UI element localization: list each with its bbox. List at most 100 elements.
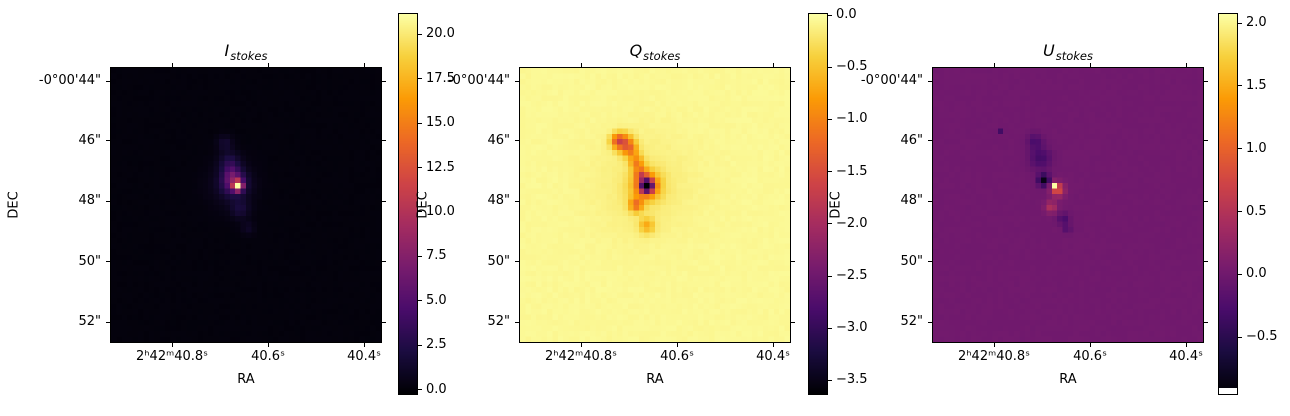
y-axis-tick (928, 321, 932, 323)
y-axis-tick-right (382, 200, 386, 202)
y-tick-label: -0°00'44" (860, 73, 923, 89)
x-axis-tick-top (1089, 63, 1091, 67)
colorbar-tick (418, 33, 422, 35)
colorbar-i-stokes (398, 13, 418, 395)
y-axis-tick (928, 80, 932, 82)
colorbar-tick (418, 78, 422, 80)
y-axis-tick (928, 200, 932, 202)
y-tick-label: 48" (487, 193, 510, 209)
x-tick-label: 2ʰ42ᵐ40.8ˢ (545, 349, 617, 364)
colorbar-tick (418, 344, 422, 346)
y-axis-tick-right (382, 140, 386, 142)
colorbar-tick (1238, 22, 1242, 24)
x-axis-tick (1089, 343, 1091, 347)
colorbar-tick (418, 255, 422, 257)
heatmap-axes-q-stokes (519, 67, 791, 343)
x-tick-label: 2ʰ42ᵐ40.8ˢ (958, 349, 1030, 364)
y-axis-tick-right (791, 200, 795, 202)
y-tick-label: -0°00'44" (38, 73, 101, 89)
colorbar-tick (418, 167, 422, 169)
colorbar-tick (828, 223, 832, 225)
y-axis-tick (515, 80, 519, 82)
title-main-u: U (1043, 41, 1055, 60)
colorbar-tick-label: 15.0 (426, 115, 455, 131)
colorbar-tick-label: 0.0 (1246, 266, 1267, 282)
x-tick-label: 40.4ˢ (347, 349, 381, 364)
x-axis-tick-top (676, 63, 678, 67)
y-axis-tick-right (1204, 321, 1208, 323)
colorbar-tick-label: 7.5 (426, 248, 447, 264)
colorbar-tick (1238, 211, 1242, 213)
y-axis-tick-right (382, 80, 386, 82)
y-tick-label: 52" (900, 314, 923, 330)
colorbar-tick-label: 2.0 (1246, 15, 1267, 31)
ra-axis-label-u-stokes: RA (1059, 372, 1077, 387)
colorbar-gradient-q-stokes (809, 14, 827, 394)
colorbar-tick-label: −3.5 (836, 372, 868, 388)
y-axis-tick-right (1204, 80, 1208, 82)
y-axis-tick-right (791, 140, 795, 142)
colorbar-tick (1238, 148, 1242, 150)
colorbar-tick (828, 171, 832, 173)
ra-axis-label-q-stokes: RA (646, 372, 664, 387)
colorbar-tick (828, 327, 832, 329)
x-tick-label: 40.4ˢ (756, 349, 790, 364)
panel-title-i-stokes: Istokes (146, 41, 346, 63)
x-axis-tick-top (267, 63, 269, 67)
y-axis-tick-right (382, 321, 386, 323)
y-tick-label: 46" (487, 132, 510, 148)
colorbar-tick (828, 379, 832, 381)
colorbar-tick (828, 275, 832, 277)
colorbar-gradient-u-stokes (1219, 14, 1237, 394)
heatmap-image-i-stokes (111, 68, 381, 342)
y-tick-label: -0°00'44" (447, 73, 510, 89)
title-sub-u: stokes (1055, 48, 1093, 63)
x-axis-tick-top (171, 63, 173, 67)
x-axis-tick-top (772, 63, 774, 67)
colorbar-tick-label: 0.0 (426, 381, 447, 397)
x-tick-label: 40.6ˢ (251, 349, 285, 364)
colorbar-tick (1238, 336, 1242, 338)
y-axis-tick-right (791, 321, 795, 323)
colorbar-tick-label: −3.0 (836, 320, 868, 336)
ra-axis-label-i-stokes: RA (237, 372, 255, 387)
y-axis-tick-right (1204, 140, 1208, 142)
colorbar-tick-label: −1.0 (836, 111, 868, 127)
y-axis-tick (515, 140, 519, 142)
y-tick-label: 46" (78, 132, 101, 148)
x-axis-tick (171, 343, 173, 347)
y-tick-label: 48" (900, 193, 923, 209)
colorbar-tick-label: 17.5 (426, 70, 455, 86)
x-axis-tick (676, 343, 678, 347)
x-axis-tick (363, 343, 365, 347)
colorbar-tick (828, 14, 832, 16)
y-axis-tick (106, 261, 110, 263)
colorbar-q-stokes (808, 13, 828, 395)
colorbar-tick-label: −2.5 (836, 268, 868, 284)
colorbar-tick (418, 300, 422, 302)
colorbar-tick-label: −2.0 (836, 215, 868, 231)
x-axis-tick (772, 343, 774, 347)
colorbar-tick-label: 10.0 (426, 203, 455, 219)
heatmap-image-q-stokes (520, 68, 790, 342)
colorbar-tick-label: −1.5 (836, 163, 868, 179)
heatmap-axes-u-stokes (932, 67, 1204, 343)
colorbar-tick (418, 389, 422, 391)
colorbar-tick (418, 122, 422, 124)
y-axis-tick-right (791, 80, 795, 82)
x-axis-tick-top (363, 63, 365, 67)
colorbar-tick-label: 20.0 (426, 26, 455, 42)
panel-title-q-stokes: Qstokes (555, 41, 755, 63)
x-axis-tick-top (580, 63, 582, 67)
y-axis-tick (515, 261, 519, 263)
title-sub-q: stokes (643, 48, 681, 63)
y-tick-label: 52" (487, 314, 510, 330)
title-main-q: Q (629, 41, 643, 60)
y-axis-tick (106, 140, 110, 142)
colorbar-tick-label: 0.0 (836, 7, 857, 23)
x-tick-label: 40.4ˢ (1169, 349, 1203, 364)
x-tick-label: 40.6ˢ (1073, 349, 1107, 364)
colorbar-tick (828, 118, 832, 120)
y-axis-tick (928, 140, 932, 142)
